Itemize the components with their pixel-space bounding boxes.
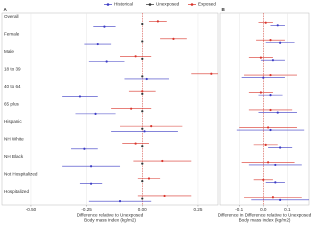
category-label: NH Black [4, 154, 24, 159]
point [274, 163, 277, 167]
x-axis-label: Difference in Difference relative to Une… [218, 213, 312, 218]
point [78, 95, 82, 98]
panel-label: B [222, 7, 226, 12]
x-tick-label: 0.0 [260, 207, 267, 212]
point [89, 182, 93, 185]
point [210, 72, 213, 75]
x-axis-label: Body mass index (kg/m2) [239, 218, 291, 223]
point [269, 39, 272, 42]
point [83, 147, 86, 150]
point [118, 200, 122, 203]
point [274, 181, 277, 184]
legend-swatch [190, 3, 194, 6]
x-tick-label: -0.50 [26, 207, 37, 212]
point [156, 20, 159, 23]
point [269, 94, 272, 97]
point [172, 37, 175, 40]
point [259, 91, 262, 94]
point [259, 56, 262, 59]
point [145, 77, 148, 81]
legend-label: Unexposed [156, 2, 180, 7]
point [269, 73, 272, 77]
point [141, 162, 144, 165]
category-label: Overall [4, 14, 19, 19]
point [279, 146, 282, 149]
panel-label: A [4, 7, 8, 12]
point [150, 125, 153, 128]
point [141, 75, 144, 78]
x-tick-label: -0.1 [235, 207, 243, 212]
point [96, 42, 99, 46]
point [141, 90, 144, 93]
category-label: Not Hospitalized [4, 171, 38, 176]
category-label: Female [4, 32, 20, 37]
point [271, 196, 275, 199]
category-label: Hospitalized [4, 189, 29, 194]
point [267, 126, 270, 129]
point [141, 92, 144, 95]
point [103, 25, 106, 28]
point [130, 107, 133, 110]
point [163, 194, 166, 198]
point [161, 159, 164, 163]
x-axis-label: Difference relative to Unexposed [77, 213, 144, 218]
point [134, 55, 137, 58]
point [94, 112, 97, 115]
point [269, 128, 272, 132]
point [141, 197, 144, 200]
point [141, 40, 144, 43]
point [264, 21, 267, 24]
category-label: Hispanic [4, 119, 22, 124]
legend-label: Exposed [198, 2, 216, 7]
x-tick-label: 0.25 [193, 207, 202, 212]
point [105, 60, 108, 63]
x-tick-label: 0.1 [284, 207, 291, 212]
category-label: 40 to 64 [4, 84, 21, 89]
point [147, 177, 151, 180]
point [271, 59, 275, 62]
point [276, 111, 279, 114]
x-tick-label: -0.25 [81, 207, 92, 212]
legend-swatch [148, 3, 152, 6]
chart: Historical Unexposed Exposed A -0.50 -0.25 0.0… [1, 2, 312, 223]
point [269, 108, 272, 112]
legend-label: Historical [114, 2, 133, 7]
point [141, 179, 144, 183]
point [134, 142, 137, 145]
x-axis-label: Body mass index (kg/m2) [84, 218, 136, 223]
x-tick-label: 0.00 [138, 207, 147, 212]
category-label: NH White [4, 136, 24, 141]
point [267, 161, 270, 164]
category-label: 65 plus [4, 101, 20, 106]
point [141, 22, 144, 26]
panel-border [1, 12, 219, 206]
panel-border [219, 12, 310, 206]
point [279, 198, 282, 201]
point [279, 41, 282, 44]
point [89, 165, 93, 168]
point [262, 76, 265, 79]
category-label: 18 to 39 [4, 67, 21, 72]
point [141, 127, 144, 130]
category-label: Male [4, 49, 14, 54]
point [276, 24, 279, 27]
point [141, 110, 144, 113]
point [264, 143, 267, 146]
point [262, 178, 265, 181]
point [141, 57, 144, 61]
legend-swatch [106, 3, 110, 6]
point [143, 130, 146, 133]
point [141, 145, 144, 148]
